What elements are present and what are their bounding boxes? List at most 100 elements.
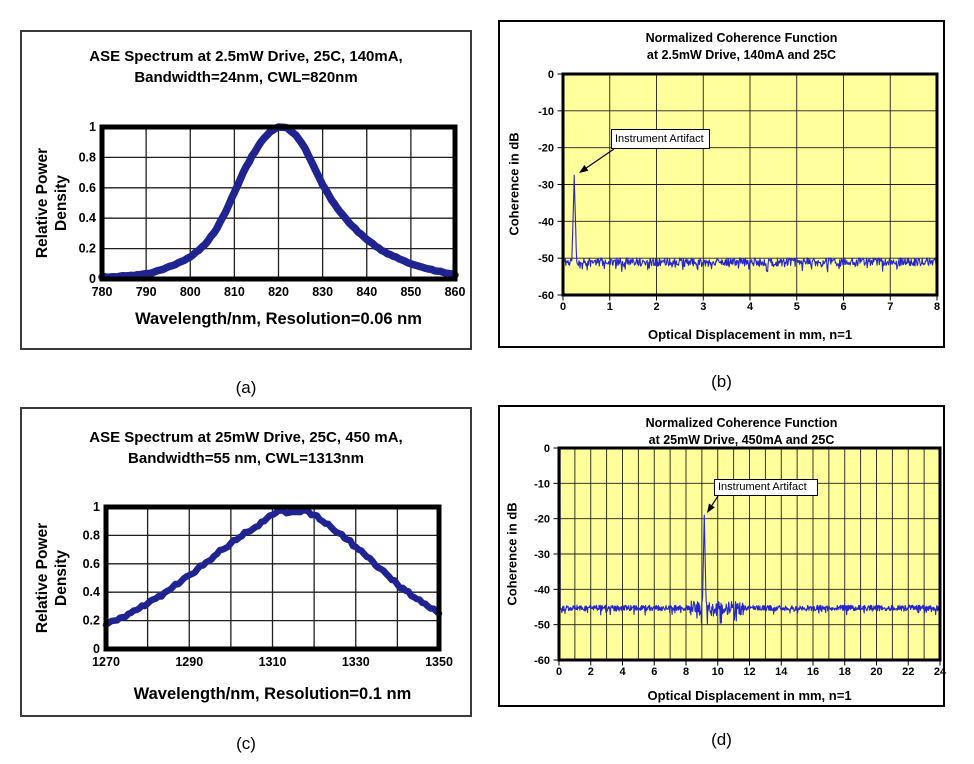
y-tick-label: 0 [544,443,550,455]
caption-d: (d) [711,730,732,749]
y-tick-label: -40 [538,216,554,228]
y-tick-label: 0.2 [79,242,96,256]
chart-title-line: at 2.5mW Drive, 140mA and 25C [646,48,837,62]
chart-title-a: ASE Spectrum at 2.5mW Drive, 25C, 140mA,… [22,46,470,88]
y-tick-label: -20 [538,143,554,155]
y-tick-label: 0 [548,69,554,81]
spectrum-curve [102,506,443,629]
plot-frame [103,504,442,652]
y-tick-label: -30 [534,549,550,561]
x-tick-label: 5 [794,301,800,313]
chart-title-b: Normalized Coherence Function at 2.5mW D… [540,30,943,64]
x-tick-label: 16 [807,666,819,678]
x-tick-label: 6 [651,666,657,678]
x-tick-label: 1310 [259,655,287,669]
chart-title-line: Normalized Coherence Function [645,416,838,430]
x-axis-label-c: Wavelength/nm, Resolution=0.1 nm [133,685,412,703]
x-tick-label: 24 [934,666,947,678]
x-tick-label: 1330 [342,655,370,669]
y-tick-label: -10 [538,106,554,118]
y-tick-label: 0.8 [83,528,100,542]
ase-spectrum-plot-a: 780 790 800 810 820 830 840 850 860 0 0.2 0.4 0.6 0.8… [79,120,466,299]
x-tick-label: 860 [445,285,466,299]
x-axis-label-b: Optical Displacement in mm, n=1 [647,327,853,342]
y-tick-label: 0.8 [79,150,96,164]
y-tick-label: -60 [534,655,550,667]
x-tick-label: 820 [268,285,289,299]
x-tick-label: 6 [840,301,846,313]
ase-spectrum-panel-a: ASE Spectrum at 2.5mW Drive, 25C, 140mA,… [20,30,472,350]
y-tick-label: -40 [534,584,550,596]
y-tick-label: 0.6 [83,557,100,571]
x-tick-label: 1350 [425,655,453,669]
y-tick-label: -50 [538,253,554,265]
y-tick-label: -10 [534,478,550,490]
x-tick-label: 790 [136,285,157,299]
x-tick-label: 20 [870,666,882,678]
x-tick-label: 850 [400,285,421,299]
coherence-trace [563,73,938,273]
coherence-plot-d: 0 2 4 6 8 10 12 14 16 18 20 22 240-10-20-30-40-50-60 [534,443,947,678]
chart-title-line: ASE Spectrum at 25mW Drive, 25C, 450 mA, [89,429,403,446]
x-tick-label: 10 [712,666,724,678]
annotation-arrow-line [711,495,719,506]
chart-title-line: Normalized Coherence Function [645,31,838,45]
x-tick-label: 22 [902,666,914,678]
y-tick-label: -20 [534,514,550,526]
x-tick-label: 3 [700,301,706,313]
chart-title-c: ASE Spectrum at 25mW Drive, 25C, 450 mA,… [22,427,470,469]
y-tick-label: -30 [538,180,554,192]
y-tick-label: 1 [89,120,96,134]
instrument-artifact-annotation-d: Instrument Artifact [714,479,818,496]
x-tick-label: 7 [887,301,893,313]
x-tick-label: 8 [683,666,689,678]
x-tick-label: 14 [775,666,788,678]
y-tick-label: -60 [538,290,554,302]
coherence-panel-b: Normalized Coherence Function at 2.5mW D… [498,20,945,348]
x-tick-label: 1270 [92,655,120,669]
y-tick-label: 0.4 [79,211,96,225]
y-tick-label: 0 [89,272,96,286]
x-tick-label: 8 [934,301,940,313]
chart-title-line: Bandwidth=24nm, CWL=820nm [134,69,358,86]
plot-frame [99,124,458,282]
ase-spectrum-plot-c: 1270 1290 1310 1330 1350 0 0.2 0.4 0.6 0.8 1 [83,500,453,669]
x-axis-label-d: Optical Displacement in mm, n=1 [647,688,852,703]
annotation-arrow-line [586,148,615,169]
instrument-artifact-annotation-b: Instrument Artifact [611,129,710,149]
x-tick-label: 800 [180,285,201,299]
chart-title-d: Normalized Coherence Function at 25mW Dr… [540,415,943,449]
y-tick-label: 0 [93,642,100,656]
y-tick-label: 1 [93,500,100,514]
y-tick-label: 0.4 [83,585,100,599]
y-tick-label: 0.2 [83,614,100,628]
x-tick-label: 2 [588,666,594,678]
annotation-arrowhead [579,165,589,173]
x-tick-label: 0 [560,301,566,313]
x-tick-label: 1290 [175,655,203,669]
x-tick-label: 2 [653,301,659,313]
annotation-arrowhead [707,503,715,513]
x-tick-label: 4 [747,301,754,313]
x-tick-label: 12 [743,666,755,678]
plot-frame [561,72,939,297]
plot-frame [557,446,942,662]
x-tick-label: 830 [312,285,333,299]
x-axis-label-a: Wavelength/nm, Resolution=0.06 nm [135,310,422,328]
x-tick-label: 0 [556,666,562,678]
caption-b: (b) [711,372,732,391]
chart-title-line: ASE Spectrum at 2.5mW Drive, 25C, 140mA, [89,48,403,65]
x-tick-label: 1 [607,301,613,313]
caption-a: (a) [235,378,257,397]
coherence-plot-b: 0 1 2 3 4 5 6 7 8 0 -10 -20 -30 -40 -50 -60 [538,69,940,313]
y-tick-label: 0.6 [79,181,96,195]
chart-title-line: Bandwidth=55 nm, CWL=1313nm [128,450,364,467]
x-tick-label: 4 [619,666,626,678]
coherence-trace [559,447,941,625]
x-tick-label: 780 [92,285,113,299]
x-tick-label: 810 [224,285,245,299]
x-tick-label: 840 [356,285,377,299]
y-tick-label: -50 [534,620,550,632]
coherence-panel-d: Normalized Coherence Function at 25mW Dr… [498,405,947,707]
